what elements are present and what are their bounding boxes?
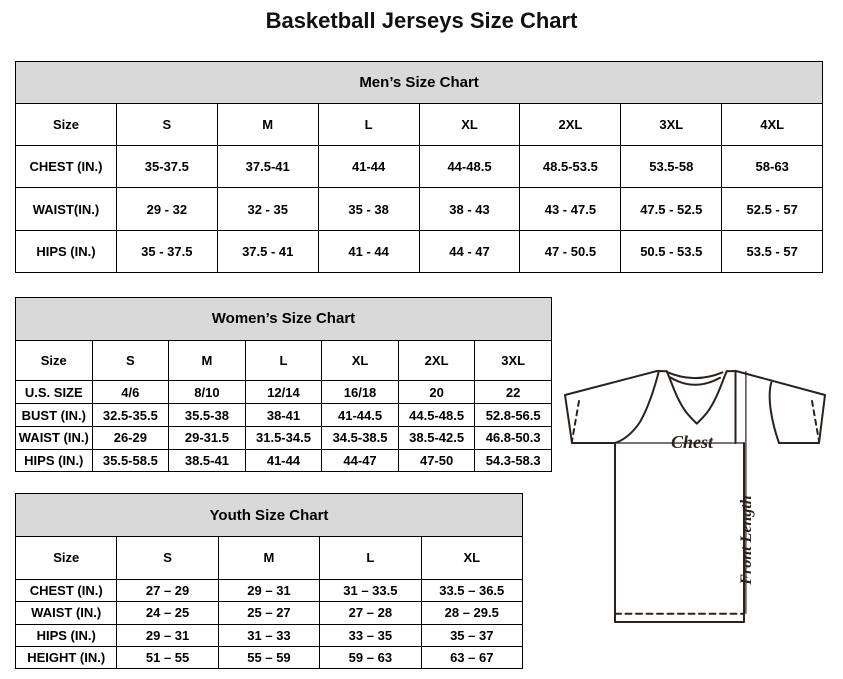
svg-text:Front Length: Front Length [738,495,755,585]
svg-text:Chest: Chest [671,432,714,452]
